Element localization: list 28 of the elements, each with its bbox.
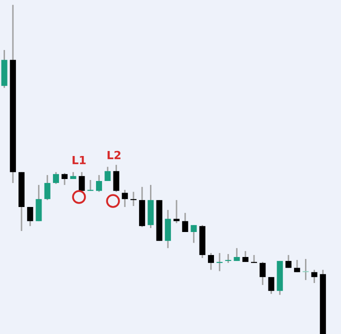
candlestick — [268, 276, 274, 295]
candlestick — [190, 224, 197, 244]
candlestick — [208, 252, 214, 271]
candlestick — [302, 258, 309, 281]
candlestick — [285, 254, 292, 269]
candlestick — [36, 184, 42, 222]
candlestick — [44, 174, 50, 201]
candlestick — [27, 206, 34, 227]
candlestick — [62, 172, 68, 186]
candlestick — [130, 191, 136, 207]
candlestick — [87, 179, 94, 192]
annotation: L2 — [108, 150, 120, 160]
candlestick — [216, 252, 223, 272]
candlestick — [52, 171, 59, 185]
candlestick — [113, 164, 120, 193]
candlestick — [294, 259, 300, 273]
candlestick — [311, 269, 318, 284]
candlestick — [78, 171, 85, 192]
candlestick — [164, 209, 171, 249]
candlestick — [242, 250, 248, 263]
annotation: L1 — [72, 156, 86, 164]
candlestick — [234, 247, 240, 262]
candlestick — [225, 253, 232, 264]
candlestick — [260, 261, 266, 286]
candlestick — [104, 166, 111, 182]
candlestick — [96, 174, 102, 193]
candlestick — [122, 189, 128, 208]
candlestick — [182, 212, 188, 233]
